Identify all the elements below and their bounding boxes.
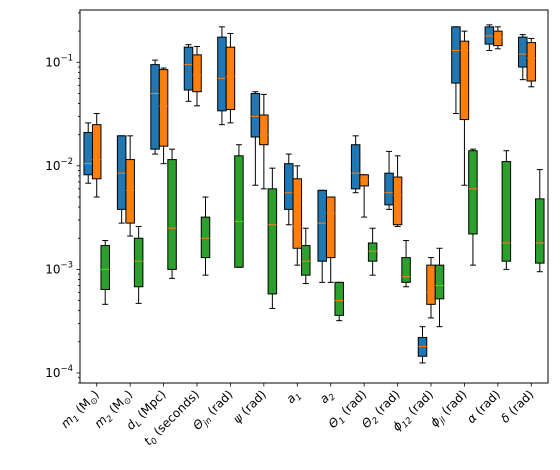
box-group (116, 135, 127, 224)
x-tick-label: m2 (M⊙) (92, 387, 138, 433)
axes-frame (79, 9, 549, 384)
box-group (359, 174, 369, 218)
box-group (167, 148, 177, 279)
box (91, 124, 102, 180)
box (292, 178, 303, 249)
box (225, 46, 236, 111)
box-group (535, 169, 545, 273)
box-group (217, 26, 227, 126)
box (83, 131, 93, 176)
box (350, 144, 361, 190)
box-group (250, 91, 261, 186)
box-group (493, 26, 503, 50)
box-group (518, 34, 528, 81)
x-tick-label: α (rad) (464, 387, 503, 426)
box-group (133, 225, 144, 304)
box-group (367, 227, 378, 276)
x-tick-label: ψ (rad) (230, 387, 269, 426)
box-group (301, 227, 311, 285)
box (317, 189, 327, 262)
y-tick-label: 10−3 (45, 260, 73, 276)
box-group (100, 240, 110, 305)
box-group (150, 59, 160, 155)
y-tick-label: 10−4 (45, 364, 73, 380)
box-group (401, 240, 411, 288)
x-axis: m1 (M⊙)m2 (M⊙)dL (Mpc)t0 (seconds)Θjn (r… (58, 383, 536, 448)
box-group (526, 37, 537, 88)
box (200, 216, 211, 259)
x-tick-label: a2 (317, 387, 338, 408)
box-group (325, 196, 336, 283)
y-axis: 10−4 10−3 10−2 10−1 (45, 12, 80, 384)
box-group (334, 281, 344, 322)
x-tick-label: δ (rad) (498, 387, 536, 425)
box-group (284, 153, 294, 226)
box-group (91, 113, 102, 198)
box (334, 281, 344, 316)
box-group (292, 165, 303, 266)
box-group (125, 135, 135, 237)
box-group (83, 122, 93, 184)
box-group (317, 189, 327, 283)
box (125, 159, 135, 224)
box-group (183, 44, 194, 102)
box-group (200, 196, 211, 276)
box (192, 54, 202, 93)
box (468, 150, 478, 235)
y-tick-label: 10−1 (45, 53, 73, 69)
box (183, 46, 194, 91)
box (392, 176, 403, 226)
box-group (259, 93, 269, 190)
box (325, 196, 336, 259)
box-group (225, 32, 236, 124)
box-group (234, 144, 244, 268)
box (367, 242, 378, 262)
box-group (350, 135, 361, 194)
box-group (501, 150, 512, 270)
box (434, 264, 445, 300)
box (518, 36, 528, 68)
box (217, 36, 227, 112)
box-group (158, 67, 169, 165)
box-group (426, 257, 436, 319)
y-tick-label: 10−2 (45, 157, 73, 173)
box-group (459, 30, 470, 186)
box (150, 64, 160, 150)
box (301, 245, 311, 276)
box-group (484, 24, 495, 52)
box (250, 92, 261, 138)
box-group (451, 26, 461, 115)
box (133, 237, 144, 288)
box-group (192, 46, 202, 107)
box (493, 30, 503, 47)
box-group (267, 167, 278, 309)
box (459, 40, 470, 121)
box (167, 159, 177, 270)
box-group (384, 150, 394, 210)
box (267, 188, 278, 295)
box (384, 172, 394, 206)
box (158, 69, 169, 147)
box (426, 264, 436, 305)
box (401, 257, 411, 283)
box-group (434, 247, 445, 328)
x-tick-label: ϕjl (rad) (427, 387, 471, 431)
box (501, 161, 512, 262)
box (284, 163, 294, 210)
x-tick-label: a1 (283, 387, 304, 408)
box (526, 42, 537, 82)
box (259, 114, 269, 146)
box (116, 135, 127, 210)
box (451, 26, 461, 84)
box (535, 198, 545, 264)
box-group (392, 155, 403, 227)
box-group (468, 148, 478, 266)
plot-area (79, 9, 549, 384)
box (100, 245, 110, 290)
box-group (417, 326, 428, 364)
box (234, 155, 244, 268)
